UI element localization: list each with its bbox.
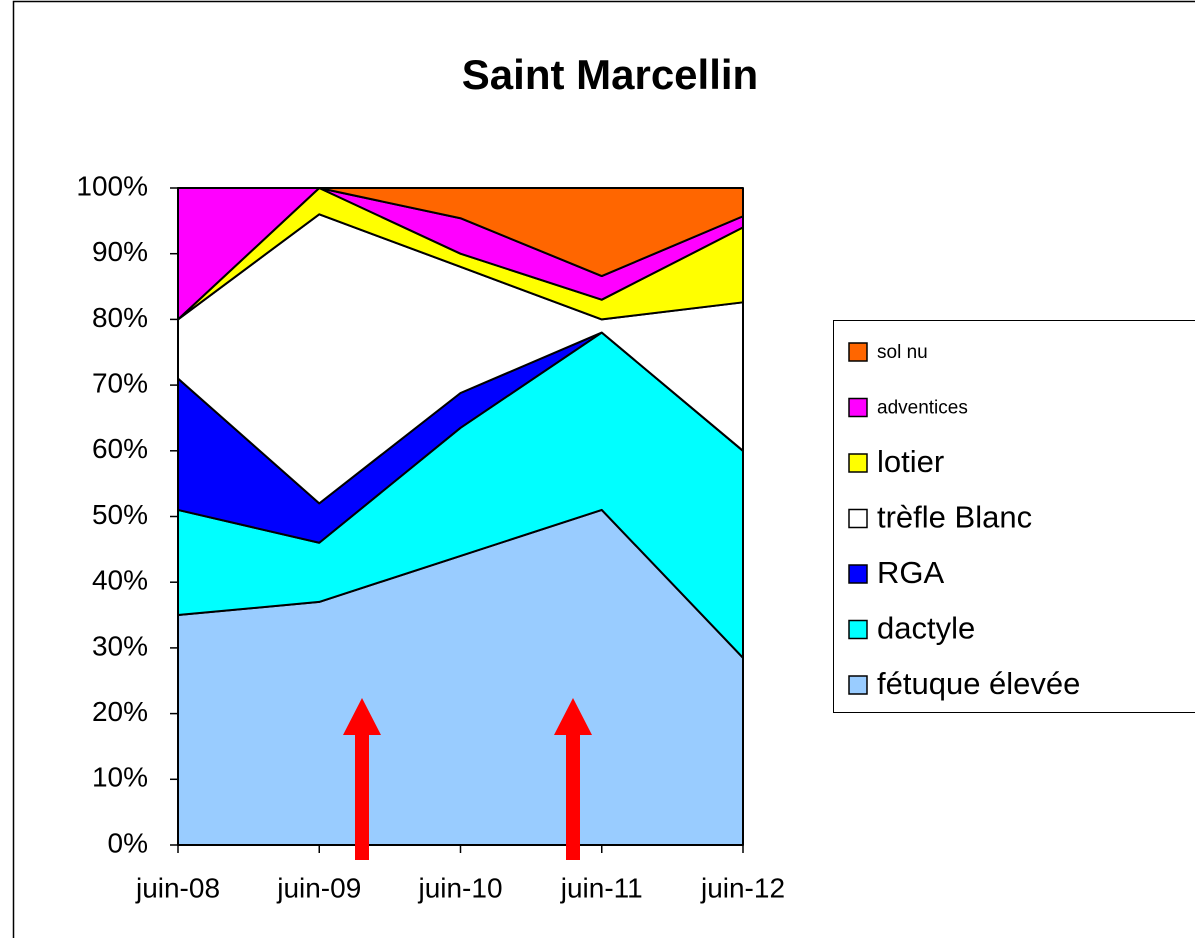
x-tick-label: juin-09 <box>276 872 361 903</box>
legend-label: fétuque élevée <box>877 666 1080 701</box>
x-tick-label: juin-08 <box>135 872 220 903</box>
y-tick-label: 100% <box>76 170 148 201</box>
y-tick-label: 90% <box>92 236 148 267</box>
y-tick-label: 10% <box>92 762 148 793</box>
legend-swatch <box>848 508 868 529</box>
legend-swatch <box>848 675 868 695</box>
x-tick-label: juin-11 <box>560 872 643 903</box>
y-tick-label: 80% <box>92 302 148 333</box>
legend: sol nu adventices lotier trèfle Blanc RGA dac… <box>833 320 1195 713</box>
legend-swatch <box>848 397 868 418</box>
y-tick-label: 20% <box>92 696 148 727</box>
legend-label: adventices <box>877 398 968 419</box>
x-tick-label: juin-12 <box>700 872 785 903</box>
chart-title: Saint Marcellin <box>462 51 758 98</box>
legend-box <box>833 320 1195 713</box>
arrow <box>554 698 592 860</box>
legend-label: sol nu <box>877 342 928 363</box>
legend-label: lotier <box>877 444 944 479</box>
y-tick-label: 30% <box>92 630 148 661</box>
legend-label: dactyle <box>877 611 975 646</box>
x-tick-label: juin-10 <box>417 872 502 903</box>
y-tick-label: 0% <box>108 827 148 858</box>
legend-swatch <box>848 564 868 584</box>
y-tick-label: 50% <box>92 499 148 530</box>
legend-swatch <box>848 453 868 473</box>
legend-label: trèfle Blanc <box>877 500 1032 535</box>
y-tick-label: 40% <box>92 565 148 596</box>
legend-swatch <box>848 342 868 362</box>
y-tick-label: 60% <box>92 433 148 464</box>
legend-swatch <box>848 619 868 640</box>
arrow <box>343 698 381 860</box>
legend-label: RGA <box>877 555 945 590</box>
annotation-arrows <box>343 698 592 860</box>
area <box>177 187 744 278</box>
plot-area: 0% 10% 20% 30% 40% 50% 60% 70% 80% 90% 100% juin-08… <box>76 170 785 903</box>
y-tick-label: 70% <box>92 367 148 398</box>
